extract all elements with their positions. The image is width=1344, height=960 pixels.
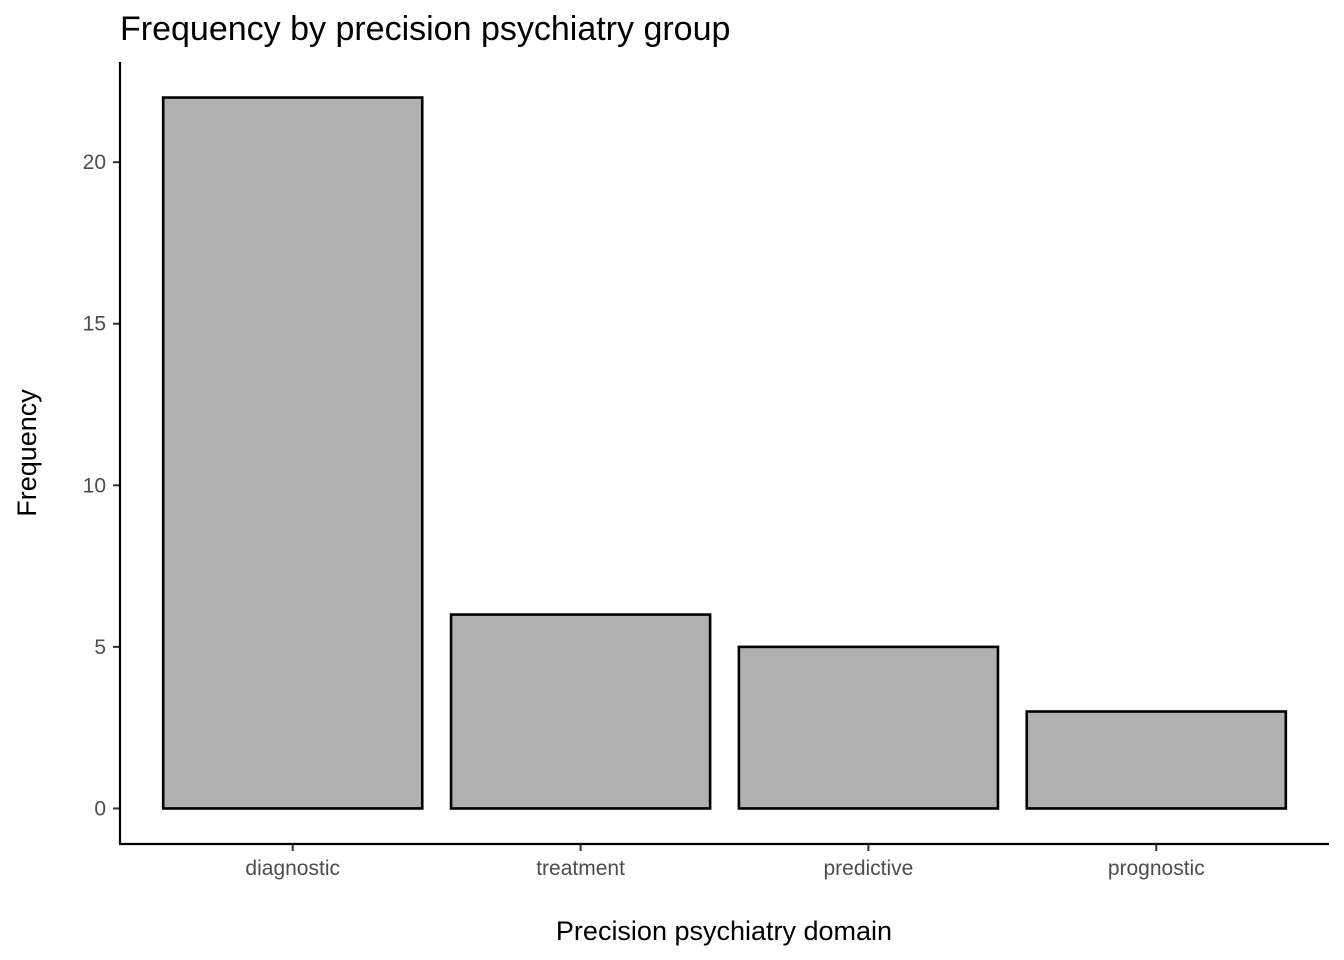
x-axis-ticks: diagnostic treatment predictive prognostic <box>245 844 1204 880</box>
y-tick-label: 20 <box>83 151 106 174</box>
bar-treatment <box>451 615 710 809</box>
y-tick-label: 5 <box>94 636 106 659</box>
y-axis-ticks: 0 5 10 15 20 <box>83 151 120 820</box>
x-tick-label-treatment: treatment <box>536 857 625 880</box>
x-axis-title: Precision psychiatry domain <box>556 916 892 946</box>
bar-predictive <box>739 647 998 809</box>
bar-diagnostic <box>163 98 422 809</box>
bar-prognostic <box>1027 712 1286 809</box>
bars-layer <box>163 98 1286 809</box>
chart-title: Frequency by precision psychiatry group <box>120 10 730 48</box>
x-tick-label-predictive: predictive <box>823 857 913 880</box>
x-tick-label-prognostic: prognostic <box>1108 857 1205 880</box>
y-axis-title: Frequency <box>12 389 42 517</box>
y-tick-label: 10 <box>83 474 106 497</box>
y-tick-label: 0 <box>94 797 106 820</box>
y-tick-label: 15 <box>83 313 106 336</box>
x-tick-label-diagnostic: diagnostic <box>245 857 340 880</box>
